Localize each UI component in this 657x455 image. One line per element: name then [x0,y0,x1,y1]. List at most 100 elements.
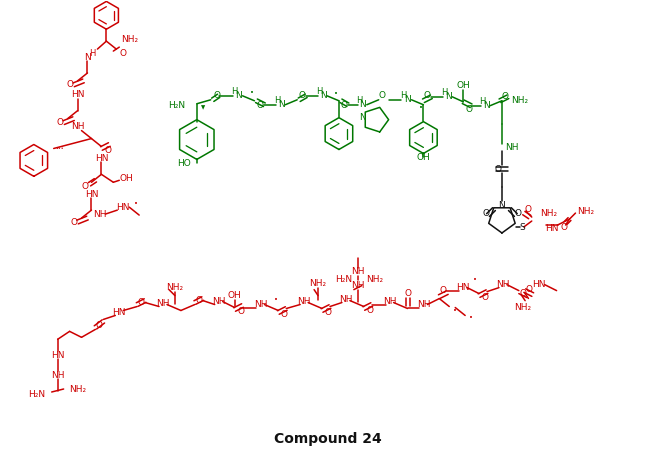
Text: NH₂: NH₂ [366,275,383,284]
Text: H: H [441,88,447,97]
Text: NH: NH [339,295,353,304]
Text: NH: NH [93,210,106,218]
Text: NH: NH [254,300,267,309]
Text: •: • [419,105,423,111]
Text: O: O [195,296,202,305]
Text: NH: NH [417,300,430,309]
Text: N: N [359,113,366,122]
Text: •: • [250,90,254,96]
Text: O: O [440,286,447,295]
Text: OH: OH [457,81,470,91]
Text: NH₂: NH₂ [539,208,557,217]
Text: O: O [514,208,522,217]
Text: O: O [66,81,73,89]
Text: O: O [105,146,112,155]
Text: N: N [483,101,489,110]
Text: H₂N: H₂N [168,101,185,110]
Text: HN: HN [95,154,108,163]
Text: NH₂: NH₂ [309,279,327,288]
Text: NH₂: NH₂ [70,384,87,394]
Text: H: H [316,87,322,96]
Text: O: O [120,49,127,58]
Text: •: • [473,277,477,283]
Text: H: H [274,96,281,105]
Text: O: O [482,293,489,302]
Text: O: O [495,165,501,174]
Text: HN: HN [112,308,126,317]
Text: N: N [320,91,327,100]
Text: O: O [138,298,145,307]
Text: O: O [525,285,532,294]
Text: NH₂: NH₂ [166,283,183,292]
Text: H: H [355,96,362,105]
Text: HN: HN [71,90,84,99]
Text: H: H [400,91,407,100]
Text: S: S [519,222,525,232]
Text: O: O [299,91,306,100]
Text: HN: HN [116,202,130,212]
Text: N: N [359,100,366,109]
Text: O: O [524,205,532,213]
Text: •: • [453,308,457,314]
Text: NH: NH [212,297,225,306]
Text: HO: HO [177,159,191,168]
Text: O: O [257,101,264,110]
Text: O: O [281,310,288,319]
Text: OH: OH [120,174,133,183]
Text: NH: NH [351,281,365,290]
Text: NH₂: NH₂ [514,303,532,312]
Text: •: • [275,297,279,303]
Text: O: O [404,289,411,298]
Text: N: N [84,52,91,61]
Text: N: N [499,201,505,210]
Text: NH: NH [156,299,170,308]
Text: N: N [235,91,242,100]
Text: HN: HN [545,224,558,233]
Text: NH₂: NH₂ [122,35,139,44]
Text: H: H [89,49,96,58]
Text: H₂N: H₂N [29,390,46,399]
Text: O: O [56,118,63,127]
Text: H₂N: H₂N [334,275,352,284]
Text: •: • [469,315,473,321]
Text: NH₂: NH₂ [511,96,528,105]
Text: •: • [334,91,338,97]
Text: HN: HN [85,190,98,199]
Text: O: O [519,289,526,298]
Text: O: O [213,91,220,100]
Text: NH: NH [351,267,365,276]
Text: NH: NH [298,297,311,306]
Text: O: O [340,101,348,110]
Text: O: O [482,208,489,217]
Text: Compound 24: Compound 24 [274,432,382,446]
Text: H: H [231,87,238,96]
Text: N: N [445,92,451,101]
Text: HN: HN [532,280,545,289]
Text: O: O [325,308,332,317]
Text: O: O [96,321,103,330]
Text: O: O [366,306,373,315]
Text: O: O [560,222,567,232]
Text: OH: OH [228,291,242,300]
Text: N: N [278,100,284,109]
Text: NH: NH [51,370,64,379]
Text: •••: ••• [55,146,64,151]
Text: NH: NH [383,297,396,306]
Text: NH: NH [496,280,510,289]
Text: O: O [424,91,431,100]
Text: NH: NH [71,122,84,131]
Text: O: O [501,92,509,101]
Text: NH₂: NH₂ [578,207,595,216]
Text: NH: NH [505,143,518,152]
Text: OH: OH [417,153,430,162]
Text: •: • [134,201,138,207]
Text: N: N [404,95,411,104]
Text: O: O [466,105,472,114]
Text: HN: HN [51,351,64,360]
Text: O: O [70,217,77,227]
Text: H: H [479,97,486,106]
Text: O: O [378,91,385,100]
Text: HN: HN [457,283,470,292]
Text: ▼: ▼ [200,105,205,110]
Text: O: O [237,307,244,316]
